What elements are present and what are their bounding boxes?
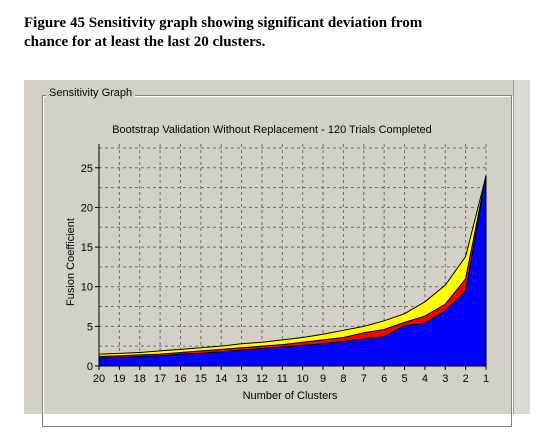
sensitivity-group-box (42, 95, 512, 427)
x-tick-label: 7 (361, 373, 367, 385)
axes (98, 144, 486, 367)
x-tick-label: 14 (215, 373, 227, 385)
area-series (98, 175, 487, 367)
x-tick-label: 16 (174, 373, 186, 385)
x-tick-label: 18 (134, 373, 146, 385)
x-axis-label: Number of Clusters (243, 390, 338, 402)
x-tick-label: 17 (154, 373, 166, 385)
x-tick-label: 2 (463, 373, 469, 385)
x-tick-label: 20 (93, 373, 105, 385)
x-tick-label: 1 (483, 373, 489, 385)
vertical-scrollbar[interactable] (513, 80, 530, 414)
x-tick-label: 9 (320, 373, 326, 385)
x-tick-label: 11 (277, 373, 288, 385)
y-tick-label: 15 (81, 242, 93, 254)
x-tick-label: 5 (401, 373, 407, 385)
group-box-label: Sensitivity Graph (46, 87, 136, 99)
caption-line-2: chance for at least the last 20 clusters… (24, 34, 266, 50)
x-tick-label: 6 (381, 373, 387, 385)
y-tick-labels: 0 5 10 15 20 25 (81, 163, 99, 373)
x-tick-label: 4 (422, 373, 428, 385)
x-tick-label: 15 (195, 373, 207, 385)
x-tick-label: 8 (340, 373, 346, 385)
caption-line-1: Figure 45 Sensitivity graph showing sign… (24, 15, 423, 31)
y-tick-label: 0 (87, 361, 93, 373)
x-tick-label: 10 (297, 373, 309, 385)
area-series-1 (98, 175, 487, 367)
y-axis-label: Fusion Coefficient (65, 218, 77, 306)
x-tick-label: 13 (235, 373, 247, 385)
x-tick-label: 3 (442, 373, 448, 385)
figure-caption: Figure 45 Sensitivity graph showing sign… (24, 14, 524, 52)
x-tick-label: 19 (113, 373, 125, 385)
y-tick-label: 25 (81, 163, 93, 175)
y-tick-label: 5 (87, 321, 93, 333)
y-tick-label: 20 (81, 202, 93, 214)
x-tick-label: 12 (256, 373, 268, 385)
y-tick-label: 10 (81, 282, 93, 294)
x-tick-labels: 20 19 18 17 16 15 14 13 12 11 10 9 8 7 6 5 4 3 2 1 (93, 366, 489, 385)
chart-title: Bootstrap Validation Without Replacement… (112, 124, 432, 136)
